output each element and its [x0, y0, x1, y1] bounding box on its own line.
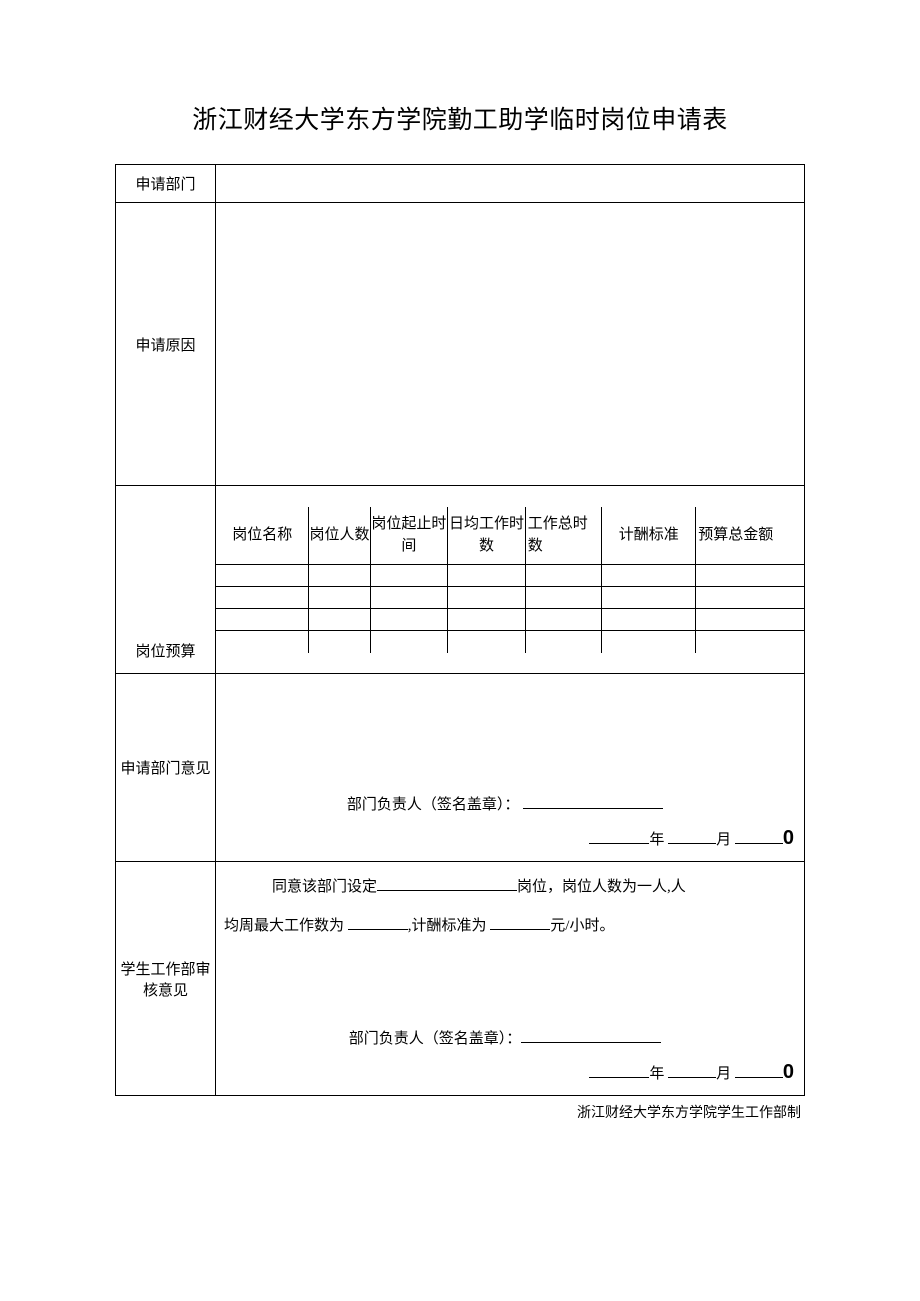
- cell-r2-c4[interactable]: [448, 587, 526, 609]
- sa-month-line[interactable]: [668, 1063, 716, 1078]
- label-dept-opinion: 申请部门意见: [116, 674, 216, 862]
- sa-signature-block: 部门负责人（签名盖章）： 年 月 0: [216, 1025, 794, 1092]
- field-dept-opinion[interactable]: 部门负责人（签名盖章）： 年 月 0: [216, 674, 805, 862]
- approval-part4: ,计酬标准为: [408, 918, 487, 934]
- cell-r4-c4[interactable]: [448, 631, 526, 653]
- cell-r2-c1[interactable]: [216, 587, 309, 609]
- cell-r1-c5[interactable]: [525, 565, 601, 587]
- cell-r4-c7[interactable]: [696, 631, 804, 653]
- cell-r2-c5[interactable]: [525, 587, 601, 609]
- cell-r2-c3[interactable]: [370, 587, 448, 609]
- month-char-1: 月: [716, 832, 731, 848]
- approval-text-block: 同意该部门设定 岗位，岗位人数为一人,人 均周最大工作数为 ,计酬标准为 元/小时…: [216, 862, 804, 946]
- cell-r2-c2[interactable]: [309, 587, 370, 609]
- cell-r1-c1[interactable]: [216, 565, 309, 587]
- hdr-total-hours: 工作总时数: [525, 507, 601, 565]
- dept-signature-block: 部门负责人（签名盖章）： 年 月 0: [216, 791, 794, 858]
- label-budget: 岗位预算: [116, 486, 216, 674]
- cell-r4-c1[interactable]: [216, 631, 309, 653]
- year-char-1: 年: [649, 832, 664, 848]
- approval-rate-line[interactable]: [490, 915, 550, 930]
- field-reason[interactable]: [216, 203, 805, 486]
- budget-section: 岗位名称 岗位人数 岗位起止时间 日均工作时数 工作总时数 计酬标准 预算总金额: [216, 486, 805, 674]
- cell-r1-c7[interactable]: [696, 565, 804, 587]
- cell-r3-c6[interactable]: [602, 609, 696, 631]
- hdr-budget-total: 预算总金额: [696, 507, 804, 565]
- dept-month-line[interactable]: [668, 829, 716, 844]
- budget-inner-table: 岗位名称 岗位人数 岗位起止时间 日均工作时数 工作总时数 计酬标准 预算总金额: [216, 507, 804, 653]
- cell-r4-c3[interactable]: [370, 631, 448, 653]
- hdr-headcount: 岗位人数: [309, 507, 370, 565]
- cell-r1-c2[interactable]: [309, 565, 370, 587]
- hdr-period: 岗位起止时间: [370, 507, 448, 565]
- dept-year-line[interactable]: [589, 829, 649, 844]
- field-student-affairs-opinion[interactable]: 同意该部门设定 岗位，岗位人数为一人,人 均周最大工作数为 ,计酬标准为 元/小时…: [216, 862, 805, 1096]
- document-title: 浙江财经大学东方学院勤工助学临时岗位申请表: [115, 100, 805, 136]
- approval-part1: 同意该部门设定: [224, 879, 377, 895]
- cell-r4-c6[interactable]: [602, 631, 696, 653]
- label-student-affairs-opinion: 学生工作部审核意见: [116, 862, 216, 1096]
- sa-signer-line[interactable]: [521, 1028, 661, 1043]
- cell-r4-c5[interactable]: [525, 631, 601, 653]
- year-char-2: 年: [649, 1066, 664, 1082]
- cell-r3-c7[interactable]: [696, 609, 804, 631]
- cell-r3-c3[interactable]: [370, 609, 448, 631]
- cell-r1-c6[interactable]: [602, 565, 696, 587]
- application-form-table: 申请部门 申请原因 岗位预算: [115, 164, 805, 1096]
- cell-r3-c2[interactable]: [309, 609, 370, 631]
- cell-r1-c4[interactable]: [448, 565, 526, 587]
- footer-note: 浙江财经大学东方学院学生工作部制: [115, 1102, 805, 1122]
- approval-part3: 均周最大工作数为: [224, 918, 344, 934]
- month-char-2: 月: [716, 1066, 731, 1082]
- label-applying-dept: 申请部门: [116, 165, 216, 203]
- cell-r3-c5[interactable]: [525, 609, 601, 631]
- cell-r3-c1[interactable]: [216, 609, 309, 631]
- label-reason: 申请原因: [116, 203, 216, 486]
- dept-signer-label: 部门负责人（签名盖章）：: [347, 797, 520, 813]
- sa-day-value: 0: [783, 1061, 794, 1083]
- field-applying-dept[interactable]: [216, 165, 805, 203]
- cell-r4-c2[interactable]: [309, 631, 370, 653]
- sa-signer-label: 部门负责人（签名盖章）：: [349, 1031, 522, 1047]
- dept-day-value: 0: [783, 827, 794, 849]
- dept-signer-line[interactable]: [523, 794, 663, 809]
- sa-day-line[interactable]: [735, 1063, 783, 1078]
- approval-maxwork-line[interactable]: [348, 915, 408, 930]
- cell-r3-c4[interactable]: [448, 609, 526, 631]
- sa-year-line[interactable]: [589, 1063, 649, 1078]
- hdr-rate: 计酬标准: [602, 507, 696, 565]
- dept-day-line[interactable]: [735, 829, 783, 844]
- hdr-position-name: 岗位名称: [216, 507, 309, 565]
- approval-position-line[interactable]: [377, 876, 517, 891]
- approval-part5: 元/小时。: [550, 918, 614, 934]
- cell-r2-c7[interactable]: [696, 587, 804, 609]
- approval-part2: 岗位，岗位人数为一人,人: [517, 879, 686, 895]
- cell-r2-c6[interactable]: [602, 587, 696, 609]
- cell-r1-c3[interactable]: [370, 565, 448, 587]
- hdr-daily-hours: 日均工作时数: [448, 507, 526, 565]
